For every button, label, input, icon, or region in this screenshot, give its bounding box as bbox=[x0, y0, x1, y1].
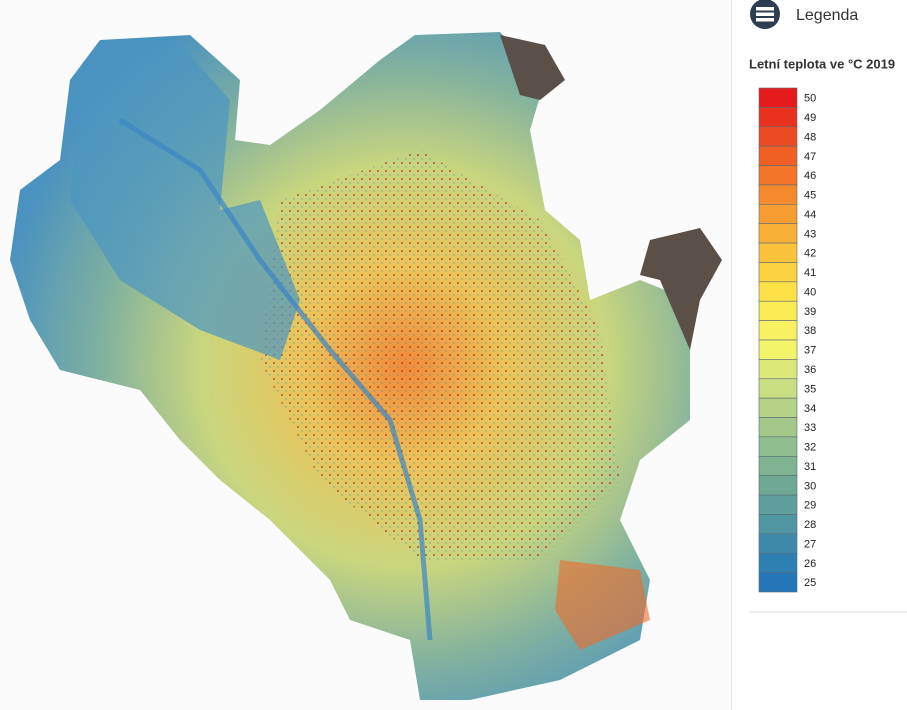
legend-label: 37 bbox=[804, 345, 816, 357]
legend-swatch bbox=[758, 436, 798, 457]
city-texture bbox=[260, 150, 620, 560]
legend-label: 30 bbox=[804, 480, 816, 492]
legend-swatch bbox=[758, 475, 798, 496]
legend-label: 35 bbox=[804, 383, 816, 395]
legend-swatch bbox=[758, 417, 798, 438]
legend-swatch bbox=[758, 456, 798, 476]
legend-label: 47 bbox=[804, 151, 816, 163]
legend-swatch bbox=[758, 359, 798, 380]
legend-label: 34 bbox=[804, 403, 816, 415]
legend-swatch bbox=[758, 494, 798, 515]
legend-swatch bbox=[758, 242, 798, 263]
legend-label: 45 bbox=[804, 190, 816, 202]
legend-swatch bbox=[758, 126, 798, 147]
hot-fields bbox=[555, 560, 650, 650]
legend-label: 27 bbox=[804, 538, 816, 550]
legend-label: 48 bbox=[804, 131, 816, 143]
legend-label: 49 bbox=[804, 112, 816, 124]
legend-label: 33 bbox=[804, 422, 816, 434]
legend-label: 25 bbox=[804, 577, 816, 589]
legend-label: 44 bbox=[804, 209, 816, 221]
legend-panel: Legenda Letní teplota ve °C 2019 50 49 48 4… bbox=[731, 0, 907, 710]
legend-swatch bbox=[758, 320, 798, 341]
legend-swatch bbox=[758, 204, 798, 224]
legend-label: 26 bbox=[804, 558, 816, 570]
legend-icon-glyph bbox=[756, 7, 774, 22]
legend-swatch bbox=[758, 165, 798, 186]
legend-swatch bbox=[758, 514, 798, 535]
legend-swatch bbox=[758, 572, 798, 593]
legend-label: 28 bbox=[804, 519, 816, 531]
outside-e bbox=[640, 228, 722, 350]
legend-label: 36 bbox=[804, 364, 816, 376]
river bbox=[118, 117, 433, 641]
legend-swatch bbox=[758, 262, 798, 283]
legend-swatch bbox=[758, 339, 798, 360]
legend-swatch bbox=[758, 223, 798, 244]
legend-label: 29 bbox=[804, 500, 816, 512]
legend-label: 38 bbox=[804, 325, 816, 337]
legend-swatch bbox=[758, 87, 798, 108]
legend-label: 43 bbox=[804, 228, 816, 240]
legend-title: Legenda bbox=[796, 7, 858, 24]
legend-swatch bbox=[758, 378, 798, 399]
legend-label: 42 bbox=[804, 248, 816, 260]
legend-label: 41 bbox=[804, 267, 816, 279]
legend-swatch bbox=[758, 533, 798, 554]
legend-label: 32 bbox=[804, 442, 816, 454]
legend-label: 46 bbox=[804, 170, 816, 182]
outside-ne bbox=[500, 35, 565, 100]
legend-swatch bbox=[758, 145, 798, 166]
legend-swatch bbox=[758, 107, 798, 128]
map bbox=[10, 32, 722, 700]
legend-swatch bbox=[758, 281, 798, 302]
legend-items: 50 49 48 47 46 45 44 43 42 41 40 39 38 37 36 35 34 33 32 31… bbox=[758, 87, 816, 593]
legend-label: 31 bbox=[804, 461, 816, 473]
legend-swatch bbox=[758, 184, 798, 205]
legend-swatch bbox=[758, 552, 798, 573]
legend-label: 40 bbox=[804, 286, 816, 298]
legend: Legenda Letní teplota ve °C 2019 50 49 48 4… bbox=[749, 0, 907, 613]
legend-subtitle: Letní teplota ve °C 2019 bbox=[749, 56, 895, 71]
legend-label: 50 bbox=[804, 93, 816, 105]
legend-label: 39 bbox=[804, 306, 816, 318]
legend-swatch bbox=[758, 300, 798, 321]
legend-swatch bbox=[758, 397, 798, 418]
